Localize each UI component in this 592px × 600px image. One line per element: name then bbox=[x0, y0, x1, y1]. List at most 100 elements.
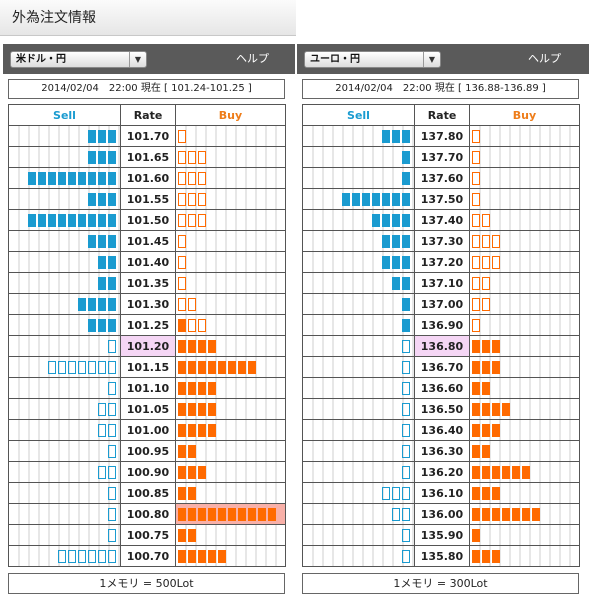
rate-cell: 136.60 bbox=[414, 377, 470, 399]
sell-order-bar bbox=[402, 402, 410, 416]
sell-order-bar bbox=[402, 171, 410, 185]
current-rate-cell: 101.20 bbox=[120, 335, 176, 357]
buy-order-bar bbox=[482, 423, 490, 437]
table-row: 100.90 bbox=[8, 461, 286, 483]
buy-order-bar bbox=[188, 486, 196, 500]
sell-order-bar bbox=[48, 213, 56, 227]
buy-order-bar bbox=[492, 402, 500, 416]
sell-volume-cell bbox=[302, 146, 415, 168]
buy-order-bar bbox=[178, 255, 186, 269]
buy-volume-cell bbox=[175, 524, 286, 546]
buy-order-bar bbox=[188, 360, 196, 374]
lot-scale-note: 1メモリ = 500Lot bbox=[8, 573, 285, 594]
sell-volume-cell bbox=[8, 545, 121, 567]
buy-order-bar bbox=[188, 381, 196, 395]
rate-cell: 101.55 bbox=[120, 188, 176, 210]
rate-cell: 100.80 bbox=[120, 503, 176, 525]
sell-volume-cell bbox=[8, 419, 121, 441]
sell-order-bar bbox=[88, 234, 96, 248]
help-link[interactable]: ヘルプ bbox=[236, 52, 269, 65]
chevron-down-icon[interactable]: ▼ bbox=[423, 52, 440, 67]
buy-volume-cell bbox=[175, 335, 286, 357]
rate-cell: 101.50 bbox=[120, 209, 176, 231]
buy-volume-cell bbox=[469, 335, 580, 357]
table-row: 101.10 bbox=[8, 377, 286, 399]
help-link[interactable]: ヘルプ bbox=[528, 52, 561, 65]
buy-order-bar bbox=[522, 507, 530, 521]
sell-order-bar bbox=[402, 360, 410, 374]
buy-order-bar bbox=[188, 507, 196, 521]
sell-volume-cell bbox=[302, 125, 415, 147]
buy-order-bar bbox=[482, 213, 490, 227]
sell-order-bar bbox=[108, 402, 116, 416]
currency-pair-select[interactable]: 米ドル・円 ▼ bbox=[10, 51, 147, 68]
buy-volume-cell bbox=[469, 419, 580, 441]
currency-pair-value: 米ドル・円 bbox=[16, 54, 66, 65]
sell-order-bar bbox=[98, 297, 106, 311]
rate-cell: 136.50 bbox=[414, 398, 470, 420]
table-row: 101.20 bbox=[8, 335, 286, 357]
buy-order-bar bbox=[482, 486, 490, 500]
rate-cell: 136.70 bbox=[414, 356, 470, 378]
buy-order-bar bbox=[472, 549, 480, 563]
buy-volume-cell bbox=[469, 377, 580, 399]
sell-order-bar bbox=[88, 213, 96, 227]
buy-volume-cell bbox=[175, 125, 286, 147]
chevron-down-icon[interactable]: ▼ bbox=[129, 52, 146, 67]
sell-order-bar bbox=[392, 276, 400, 290]
buy-volume-cell bbox=[469, 125, 580, 147]
sell-order-bar bbox=[68, 360, 76, 374]
sell-order-bar bbox=[88, 549, 96, 563]
sell-order-bar bbox=[98, 465, 106, 479]
buy-order-bar bbox=[472, 297, 480, 311]
buy-order-bar bbox=[198, 150, 206, 164]
buy-order-bar bbox=[482, 381, 490, 395]
sell-order-bar bbox=[98, 360, 106, 374]
order-book-table: Sell Rate Buy 137.80 137.70 137.60 137.50 13… bbox=[302, 104, 580, 567]
rate-cell: 136.30 bbox=[414, 440, 470, 462]
buy-order-bar bbox=[482, 549, 490, 563]
buy-order-bar bbox=[472, 255, 480, 269]
table-row: 137.60 bbox=[302, 167, 580, 189]
buy-order-bar bbox=[482, 465, 490, 479]
sell-order-bar bbox=[108, 213, 116, 227]
sell-order-bar bbox=[78, 297, 86, 311]
rate-cell: 101.00 bbox=[120, 419, 176, 441]
sell-volume-cell bbox=[302, 314, 415, 336]
buy-order-bar bbox=[228, 360, 236, 374]
sell-volume-cell bbox=[8, 125, 121, 147]
sell-order-bar bbox=[108, 129, 116, 143]
buy-volume-cell bbox=[469, 272, 580, 294]
buy-volume-cell bbox=[175, 482, 286, 504]
sell-volume-cell bbox=[302, 524, 415, 546]
buy-order-bar bbox=[178, 528, 186, 542]
sell-order-bar bbox=[108, 150, 116, 164]
sell-volume-cell bbox=[302, 440, 415, 462]
rate-cell: 136.40 bbox=[414, 419, 470, 441]
table-row: 135.90 bbox=[302, 524, 580, 546]
sell-header: Sell bbox=[8, 104, 121, 126]
sell-volume-cell bbox=[8, 188, 121, 210]
buy-order-bar bbox=[512, 465, 520, 479]
buy-order-bar bbox=[208, 339, 216, 353]
rate-status: 2014/02/04 22:00 現在 [ 101.24-101.25 ] bbox=[8, 79, 285, 99]
buy-order-bar bbox=[198, 318, 206, 332]
buy-order-bar bbox=[178, 549, 186, 563]
buy-order-bar bbox=[258, 507, 266, 521]
buy-order-bar bbox=[198, 507, 206, 521]
table-row: 137.40 bbox=[302, 209, 580, 231]
sell-order-bar bbox=[108, 234, 116, 248]
buy-volume-cell bbox=[175, 188, 286, 210]
rate-cell: 137.30 bbox=[414, 230, 470, 252]
buy-order-bar bbox=[178, 171, 186, 185]
sell-order-bar bbox=[352, 192, 360, 206]
currency-pair-select[interactable]: ユーロ・円 ▼ bbox=[304, 51, 441, 68]
buy-volume-cell bbox=[469, 503, 580, 525]
buy-order-bar bbox=[472, 171, 480, 185]
sell-order-bar bbox=[402, 507, 410, 521]
rate-cell: 137.20 bbox=[414, 251, 470, 273]
buy-order-bar bbox=[492, 234, 500, 248]
buy-order-bar bbox=[198, 423, 206, 437]
buy-order-bar bbox=[178, 297, 186, 311]
table-row: 137.30 bbox=[302, 230, 580, 252]
